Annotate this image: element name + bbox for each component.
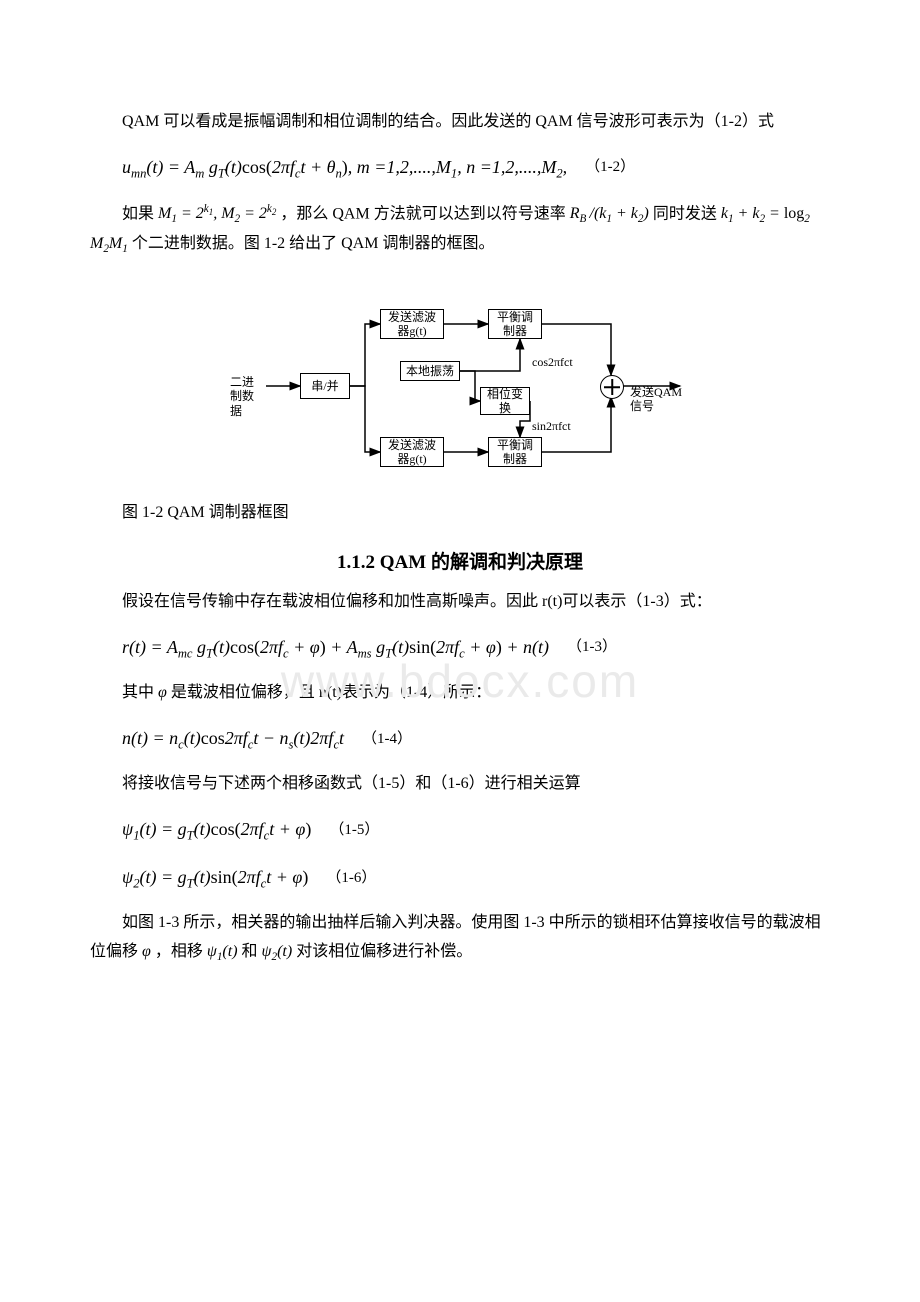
qam-modulator-diagram: 二进制数据串/并发送滤波器g(t)发送滤波器g(t)本地振荡相位变换平衡调制器平… (230, 289, 690, 489)
math-rb: RB /(k1 + k2) (570, 205, 649, 222)
diagram-summing-junction (600, 375, 624, 399)
diagram-box-gt1: 发送滤波器g(t) (380, 309, 444, 339)
diagram-label-in_label: 二进制数据 (230, 375, 270, 418)
math-m1m2: M1 = 2k1, M2 = 2k2 (158, 205, 276, 222)
text: 是载波相位偏移，且 n(t)表示为（1-4）所示： (171, 684, 491, 701)
paragraph-if: 如果 M1 = 2k1, M2 = 2k2 ，那么 QAM 方法就可以达到以符号… (90, 199, 830, 259)
equation-body: ψ2(t) = gT(t)sin(2πfct + φ) (122, 861, 308, 895)
diagram-box-bm2: 平衡调制器 (488, 437, 542, 467)
text: ，那么 QAM 方法就可以达到以符号速率 (280, 205, 569, 222)
diagram-box-sp: 串/并 (300, 373, 350, 399)
equation-number: （1-5） (329, 817, 379, 844)
equation-1-4: n(t) = nc(t)cos2πfct − ns(t)2πfct （1-4） (90, 722, 830, 756)
diagram-box-ps: 相位变换 (480, 387, 530, 415)
diagram-box-bm1: 平衡调制器 (488, 309, 542, 339)
text: 个二进制数据。图 1-2 给出了 QAM 调制器的框图。 (132, 235, 495, 252)
paragraph-assume: 假设在信号传输中存在载波相位偏移和加性高斯噪声。因此 r(t)可以表示（1-3）… (90, 588, 830, 617)
text: 同时发送 (653, 205, 721, 222)
equation-number: （1-6） (326, 865, 376, 892)
equation-number: （1-4） (362, 726, 412, 753)
figure-caption-1-2: 图 1-2 QAM 调制器框图 (90, 499, 830, 528)
equation-1-3: r(t) = Amc gT(t)cos(2πfc + φ) + Ams gT(t… (90, 631, 830, 665)
text: 如果 (122, 205, 158, 222)
math-phi: φ (158, 684, 167, 701)
equation-body: ψ1(t) = gT(t)cos(2πfct + φ) (122, 813, 311, 847)
equation-number: （1-3） (567, 634, 617, 661)
math-psi1: ψ1(t) (207, 943, 238, 960)
equation-1-5: ψ1(t) = gT(t)cos(2πfct + φ) （1-5） (90, 813, 830, 847)
diagram-box-gt2: 发送滤波器g(t) (380, 437, 444, 467)
text: 和 (242, 943, 262, 960)
text: ，相移 (155, 943, 207, 960)
paragraph-phi: 其中 φ 是载波相位偏移，且 n(t)表示为（1-4）所示： (90, 679, 830, 708)
equation-number: （1-2） (585, 154, 635, 181)
text: 对该相位偏移进行补偿。 (296, 943, 472, 960)
section-heading-1-1-2: 1.1.2 QAM 的解调和判决原理 (90, 546, 830, 580)
paragraph-intro: QAM 可以看成是振幅调制和相位调制的结合。因此发送的 QAM 信号波形可表示为… (90, 108, 830, 137)
figure-1-2: 二进制数据串/并发送滤波器g(t)发送滤波器g(t)本地振荡相位变换平衡调制器平… (230, 289, 690, 489)
equation-body: r(t) = Amc gT(t)cos(2πfc + φ) + Ams gT(t… (122, 631, 549, 665)
paragraph-fig13: 如图 1-3 所示，相关器的输出抽样后输入判决器。使用图 1-3 中所示的锁相环… (90, 909, 830, 967)
diagram-box-lo: 本地振荡 (400, 361, 460, 381)
math-psi2: ψ2(t) (262, 943, 293, 960)
diagram-label-sinl: sin2πfct (532, 419, 571, 433)
math-phi2: φ (142, 943, 151, 960)
equation-1-6: ψ2(t) = gT(t)sin(2πfct + φ) （1-6） (90, 861, 830, 895)
equation-body: umn(t) = Am gT(t)cos(2πfct + θn), m =1,2… (122, 151, 567, 185)
paragraph-corr: 将接收信号与下述两个相移函数式（1-5）和（1-6）进行相关运算 (90, 770, 830, 799)
diagram-label-cosl: cos2πfct (532, 355, 573, 369)
equation-1-2: umn(t) = Am gT(t)cos(2πfct + θn), m =1,2… (90, 151, 830, 185)
equation-body: n(t) = nc(t)cos2πfct − ns(t)2πfct (122, 722, 344, 756)
text: 其中 (122, 684, 158, 701)
diagram-label-out: 发送QAM信号 (630, 385, 682, 414)
